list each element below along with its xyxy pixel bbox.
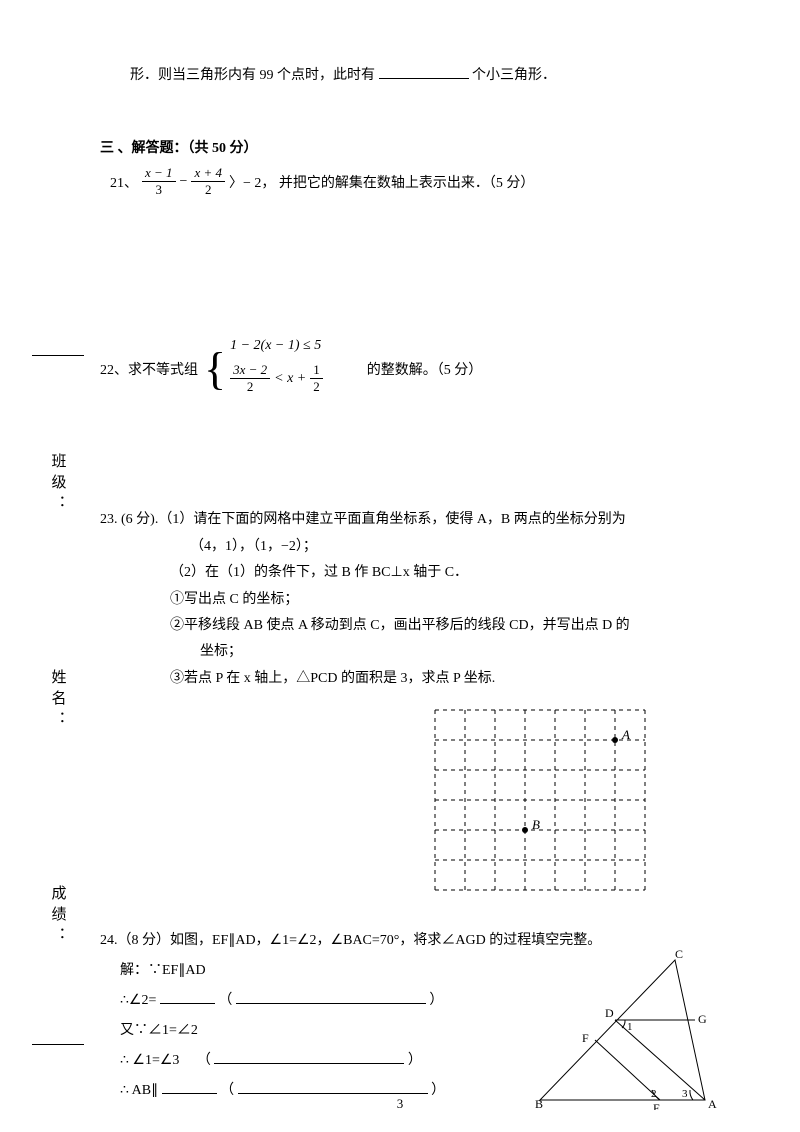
q24-blank-4[interactable] — [214, 1049, 404, 1064]
q21-line: 21、 x − 1 3 − x + 4 2 〉− 2， 并把它的解集在数轴上表示… — [110, 165, 710, 198]
sidebar-score: 成绩： — [48, 885, 69, 948]
q23-sub1: ①写出点 C 的坐标； — [170, 589, 710, 611]
q24-blank-5b[interactable] — [238, 1079, 428, 1094]
q22-frac2b: 1 2 — [310, 362, 323, 395]
q22-prefix: 22、求不等式组 — [100, 359, 198, 379]
q23-coords: （4，1），（1，−2）； — [190, 536, 710, 558]
q21-number: 21、 — [110, 172, 138, 192]
q22-mid: < x + — [274, 371, 306, 387]
q23-grid: A B — [420, 700, 670, 900]
q22-eq2: 3x − 2 2 < x + 1 2 — [230, 362, 323, 395]
sidebar-name: 姓名： — [48, 669, 69, 732]
q21-frac2: x + 4 2 — [191, 165, 225, 198]
q23-header: 23. (6 分).（1）请在下面的网格中建立平面直角坐标系，使得 A，B 两点… — [100, 509, 710, 531]
top-fragment-line: 形．则当三角形内有 99 个点时，此时有 个小三角形． — [130, 64, 710, 87]
q22-brace: { — [204, 346, 226, 392]
tri-F: F — [582, 1031, 589, 1045]
q22-frac2a: 3x − 2 2 — [230, 362, 270, 395]
q23-sub2b: 坐标； — [200, 641, 710, 663]
q22-eq1: 1 − 2(x − 1) ≤ 5 — [230, 338, 323, 354]
q24-blank-5a[interactable] — [162, 1079, 217, 1094]
q22-line: 22、求不等式组 { 1 − 2(x − 1) ≤ 5 3x − 2 2 < x… — [100, 338, 710, 399]
section3-title: 三 、解答题：（共 50 分） — [100, 137, 710, 157]
q21-frac1: x − 1 3 — [142, 165, 176, 198]
page-number: 3 — [0, 1096, 800, 1112]
q24-blank-2a[interactable] — [160, 989, 215, 1004]
top-suffix: 个小三角形． — [472, 68, 556, 83]
sidebar-class: 班级： — [48, 453, 69, 516]
grid-point-b: B — [532, 817, 540, 832]
q21-minus: − — [180, 174, 188, 190]
q23-part2: （2）在（1）的条件下，过 B 作 BC⊥x 轴于 C． — [170, 562, 710, 584]
q22-suffix: 的整数解。（5 分） — [367, 359, 483, 379]
q23-sub3: ③若点 P 在 x 轴上，△PCD 的面积是 3，求点 P 坐标. — [170, 668, 710, 690]
q23-sub2: ②平移线段 AB 使点 A 移动到点 C，画出平移后的线段 CD，并写出点 D … — [170, 615, 710, 637]
top-prefix: 形．则当三角形内有 99 个点时，此时有 — [130, 68, 375, 83]
tri-C: C — [675, 950, 683, 961]
tri-D: D — [605, 1006, 614, 1020]
tri-1: 1 — [627, 1021, 633, 1033]
grid-point-a: A — [621, 727, 630, 742]
q22-brace-group: { 1 − 2(x − 1) ≤ 5 3x − 2 2 < x + 1 2 — [204, 338, 323, 399]
top-blank[interactable] — [379, 64, 469, 79]
tri-G: G — [698, 1012, 707, 1026]
q24-blank-2b[interactable] — [236, 989, 426, 1004]
info-sidebar: 班级： 姓名： 成绩： — [32, 355, 84, 1045]
q24-triangle: B A C D G F E 1 2 3 — [530, 950, 720, 1110]
q21-tail: 〉− 2， 并把它的解集在数轴上表示出来．（5 分） — [229, 172, 534, 192]
